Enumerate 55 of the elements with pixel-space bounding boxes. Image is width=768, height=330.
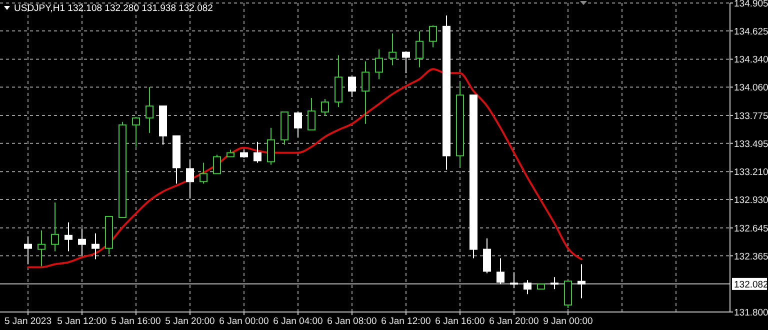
candlestick (402, 52, 410, 74)
candlestick (510, 272, 518, 289)
candlestick (213, 154, 221, 174)
candlestick (416, 30, 424, 68)
y-tick-label: 132.365 (734, 251, 768, 262)
candlestick (92, 232, 100, 260)
x-tick-label: 6 Jan 12:00 (381, 316, 431, 327)
y-tick-label: 134.340 (734, 54, 768, 66)
candlestick (388, 32, 396, 66)
y-tick-label: 134.625 (734, 26, 768, 38)
x-tick-label: 6 Jan 16:00 (435, 316, 485, 327)
candlestick (51, 202, 59, 252)
candlestick (375, 48, 383, 80)
x-tick-label: 6 Jan 00:00 (219, 316, 269, 327)
candlestick (78, 228, 86, 257)
candlestick (132, 116, 140, 148)
y-tick-label: 132.645 (734, 223, 768, 234)
candlestick (578, 264, 586, 299)
line-series (27, 68, 582, 268)
candlestick (524, 280, 532, 295)
candlestick (429, 24, 437, 48)
y-tick-label: 133.495 (734, 138, 768, 150)
x-tick-label: 6 Jan 08:00 (327, 316, 377, 327)
candlestick (24, 236, 32, 265)
x-tick-label: 6 Jan 04:00 (273, 316, 323, 327)
candlestick (564, 280, 572, 309)
candlestick (321, 98, 329, 116)
x-tick-label: 5 Jan 12:00 (57, 316, 107, 327)
y-tick-label: 133.775 (734, 110, 768, 122)
candlestick (550, 276, 558, 290)
candlestick (308, 98, 316, 130)
x-tick-label: 6 Jan 20:00 (489, 316, 539, 327)
candlestick (362, 60, 370, 124)
x-tick-label: 5 Jan 16:00 (111, 316, 161, 327)
candlestick (496, 258, 504, 285)
candlestick (38, 230, 46, 267)
candlestick (200, 162, 208, 184)
y-tick-label: 133.210 (734, 167, 768, 178)
ref-line-label: 132.082 (734, 279, 768, 290)
x-tick-label: 5 Jan 20:00 (165, 316, 215, 327)
chart-title: USDJPY,H1 132.108 132.280 131.938 132.082 (14, 3, 213, 14)
candlestick (64, 222, 72, 252)
y-tick-label: 134.060 (734, 82, 768, 94)
candlestick (186, 159, 194, 200)
y-tick-label: 132.930 (734, 195, 768, 206)
candlestick (146, 86, 154, 134)
candlestick (483, 238, 491, 274)
candlestick (348, 76, 356, 98)
candlestick (267, 127, 275, 166)
candlestick (294, 111, 302, 138)
y-tick-label: 131.800 (734, 308, 768, 318)
candlestick (254, 141, 262, 164)
x-tick-label: 5 Jan 2023 (4, 316, 52, 327)
x-tick-label: 9 Jan 00:00 (543, 316, 593, 327)
y-tick-label: 134.905 (734, 0, 768, 10)
